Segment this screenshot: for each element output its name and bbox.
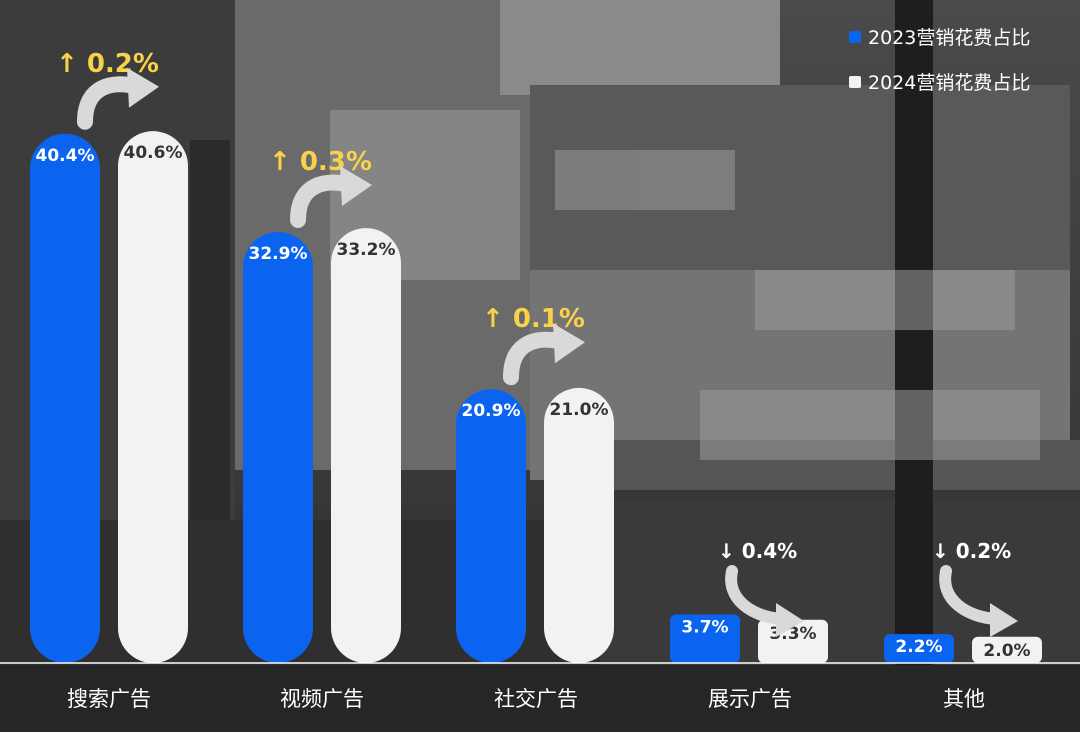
change-arrow-icon	[77, 76, 141, 130]
data-label-2023: 3.7%	[681, 618, 728, 638]
change-up-label: ↑ 0.2%	[56, 49, 159, 79]
data-label-2023: 2.2%	[895, 637, 942, 657]
change-arrow-icon	[503, 331, 567, 386]
category-label: 其他	[943, 687, 985, 711]
change-arrowhead-icon	[776, 603, 804, 637]
bars-layer: 40.4% 40.6%32.9% 33.2%20.9% 21.0%3.7% 3.3%2.…	[30, 131, 1042, 663]
change-up-label: ↑ 0.1%	[482, 304, 585, 334]
bar-2024	[118, 131, 188, 663]
data-label-2024: 21.0%	[550, 400, 609, 420]
category-label: 社交广告	[494, 687, 578, 711]
bar-2023	[884, 634, 954, 663]
legend-swatch-2023	[849, 31, 861, 43]
bar-2023	[243, 232, 313, 663]
change-arrow-icon	[725, 565, 788, 625]
change-arrowhead-icon	[127, 67, 159, 108]
change-up-label: ↑ 0.3%	[269, 147, 372, 177]
bar-2024	[758, 619, 828, 663]
data-label-2023: 32.9%	[249, 244, 308, 264]
legend-label-2024: 2024营销花费占比	[868, 72, 1030, 94]
x-axis-categories: 搜索广告 视频广告 社交广告 展示广告 其他	[67, 687, 985, 711]
data-label-2024: 40.6%	[124, 143, 183, 163]
data-label-2023: 20.9%	[462, 401, 521, 421]
category-label: 展示广告	[708, 687, 792, 711]
bar-2024	[331, 228, 401, 663]
change-arrowhead-icon	[553, 323, 585, 364]
bar-2024	[972, 636, 1042, 663]
data-label-2024: 2.0%	[983, 641, 1030, 661]
category-label: 视频广告	[280, 687, 364, 711]
data-label-2024: 33.2%	[337, 240, 396, 260]
bar-2023	[30, 133, 100, 663]
change-down-label: ↓ 0.4%	[718, 539, 797, 563]
change-arrows: ↑ 0.2% ↑ 0.3% ↑ 0.1% ↓ 0.4% ↓ 0.2%	[56, 49, 1018, 637]
change-arrow-icon	[290, 174, 354, 229]
bar-2023	[456, 389, 526, 663]
change-down-label: ↓ 0.2%	[932, 539, 1011, 563]
change-arrowhead-icon	[340, 166, 372, 207]
category-label: 搜索广告	[67, 687, 151, 711]
legend-swatch-2024	[849, 76, 861, 88]
legend: 2023营销花费占比 2024营销花费占比	[849, 27, 1030, 94]
bar-2023	[670, 614, 740, 663]
data-label-2023: 40.4%	[36, 146, 95, 166]
change-arrow-icon	[939, 565, 1002, 625]
legend-label-2023: 2023营销花费占比	[868, 27, 1030, 49]
change-arrowhead-icon	[990, 603, 1018, 637]
bar-2024	[544, 387, 614, 663]
